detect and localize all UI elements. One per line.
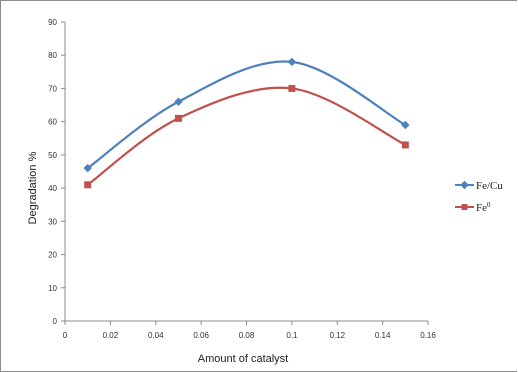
series-line-1 xyxy=(87,86,406,186)
data-point xyxy=(84,181,92,189)
y-tick-label: 90 xyxy=(48,18,57,27)
series-markers xyxy=(83,57,410,189)
x-tick-label: 0 xyxy=(63,331,68,340)
data-point xyxy=(83,163,92,173)
x-tick-label: 0.1 xyxy=(286,331,298,340)
legend-marker-fe-cu xyxy=(460,180,469,190)
x-tick-label: 0.14 xyxy=(375,331,391,340)
y-axis-title: Degradation % xyxy=(27,151,39,224)
x-tick-label: 0.04 xyxy=(148,331,164,340)
legend: Fe/Cu Fe0 xyxy=(455,180,503,214)
y-tick-label: 10 xyxy=(48,284,57,293)
y-tick-label: 20 xyxy=(48,251,57,260)
legend-marker-fe0 xyxy=(461,204,468,210)
legend-item-fe-cu: Fe/Cu xyxy=(455,180,503,192)
y-tick-label: 0 xyxy=(53,317,58,326)
legend-item-fe0: Fe0 xyxy=(455,201,491,214)
y-tick-label: 40 xyxy=(48,184,57,193)
data-point xyxy=(287,57,297,67)
data-point xyxy=(288,84,296,92)
y-tick-label: 70 xyxy=(48,84,57,93)
y-tick-label: 50 xyxy=(48,151,57,160)
x-tick-label: 0.02 xyxy=(103,331,119,340)
legend-label-fe0: Fe0 xyxy=(476,201,491,214)
chart-axes xyxy=(61,21,429,325)
data-point xyxy=(174,97,183,106)
x-tick-label: 0.12 xyxy=(329,331,345,340)
series-line-0 xyxy=(87,60,406,170)
data-point xyxy=(401,120,410,130)
y-tick-label: 60 xyxy=(48,118,57,127)
x-tick-label: 0.16 xyxy=(420,331,436,340)
y-tick-label: 80 xyxy=(48,51,57,60)
legend-label-fe-cu: Fe/Cu xyxy=(476,180,503,192)
data-point xyxy=(174,114,182,122)
x-tick-labels: 0 0.02 0.04 0.06 0.08 0.1 0.12 0.14 0.16 xyxy=(63,331,437,340)
y-tick-label: 30 xyxy=(48,217,57,226)
x-axis-title: Amount of catalyst xyxy=(198,353,289,365)
y-tick-labels: 0 10 20 30 40 50 60 70 80 90 xyxy=(48,18,57,326)
x-tick-label: 0.08 xyxy=(239,331,255,340)
x-tick-label: 0.06 xyxy=(193,331,209,340)
series-lines xyxy=(87,60,406,186)
data-point xyxy=(401,141,409,149)
